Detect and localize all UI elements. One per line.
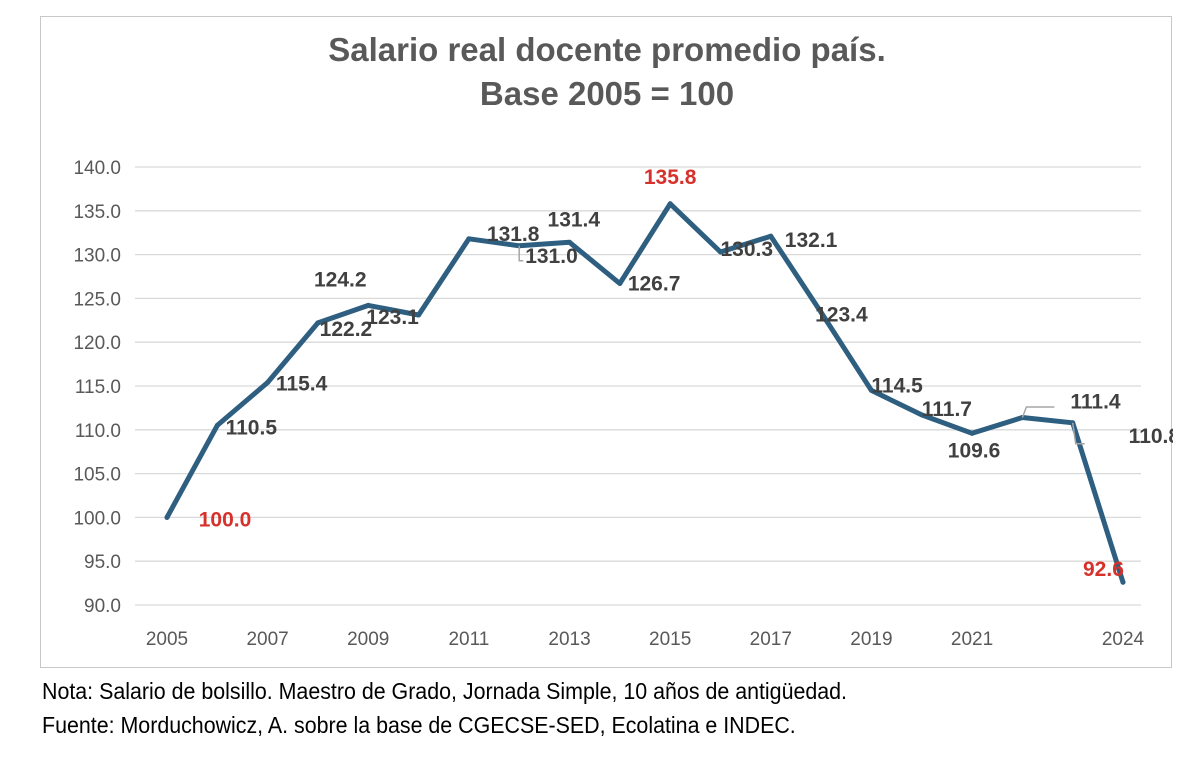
data-label: 100.0 bbox=[199, 508, 252, 531]
x-tick-label: 2005 bbox=[146, 629, 188, 650]
y-tick-label: 95.0 bbox=[84, 552, 121, 573]
x-tick-label: 2009 bbox=[347, 629, 389, 650]
data-label: 110.5 bbox=[226, 416, 278, 439]
data-label: 115.4 bbox=[276, 372, 328, 395]
data-point bbox=[265, 379, 271, 385]
label-leader-line bbox=[1071, 422, 1085, 445]
x-tick-label: 2024 bbox=[1102, 629, 1145, 650]
chart-frame: Salario real docente promedio país. Base… bbox=[40, 16, 1173, 668]
y-tick-label: 120.0 bbox=[73, 333, 121, 354]
data-point bbox=[617, 281, 623, 287]
data-point bbox=[667, 201, 673, 207]
data-point bbox=[567, 239, 573, 245]
data-label: 114.5 bbox=[871, 374, 923, 397]
y-tick-label: 140.0 bbox=[73, 158, 121, 179]
y-tick-label: 105.0 bbox=[73, 465, 121, 486]
y-tick-label: 100.0 bbox=[73, 508, 121, 529]
chart-title-line-1: Salario real docente promedio país. bbox=[328, 31, 886, 68]
data-label: 130.3 bbox=[720, 238, 773, 261]
data-point bbox=[717, 249, 723, 255]
data-label: 124.2 bbox=[314, 268, 367, 291]
data-label: 110.8 bbox=[1129, 425, 1173, 448]
x-tick-label: 2013 bbox=[548, 629, 590, 650]
data-label: 122.2 bbox=[320, 318, 373, 341]
y-tick-label: 110.0 bbox=[75, 421, 121, 442]
x-tick-label: 2017 bbox=[750, 629, 792, 650]
data-label: 131.4 bbox=[548, 208, 601, 231]
y-tick-label: 90.0 bbox=[84, 596, 121, 617]
data-label: 131.8 bbox=[487, 223, 540, 246]
data-point bbox=[214, 422, 220, 428]
data-label: 126.7 bbox=[628, 273, 681, 296]
series-line bbox=[164, 201, 1126, 585]
data-label: 123.1 bbox=[366, 306, 419, 329]
data-point bbox=[768, 233, 774, 239]
chart-title-line-2: Base 2005 = 100 bbox=[480, 75, 734, 112]
data-label: 92.6 bbox=[1083, 558, 1124, 581]
data-point bbox=[365, 302, 371, 308]
x-tick-label: 2019 bbox=[850, 629, 892, 650]
label-leader-line bbox=[518, 245, 524, 262]
y-tick-label: 125.0 bbox=[73, 289, 121, 310]
data-point bbox=[868, 387, 874, 393]
x-tick-label: 2015 bbox=[649, 629, 691, 650]
y-tick-label: 130.0 bbox=[73, 246, 121, 267]
label-leader-line bbox=[1021, 406, 1055, 418]
x-tick-label: 2021 bbox=[951, 629, 993, 650]
data-point bbox=[315, 320, 321, 326]
data-point bbox=[1070, 420, 1076, 426]
data-point bbox=[466, 236, 472, 242]
data-point bbox=[969, 430, 975, 436]
data-label: 132.1 bbox=[785, 229, 838, 252]
y-tick-label: 135.0 bbox=[73, 202, 121, 223]
data-point bbox=[818, 309, 824, 315]
data-label: 111.7 bbox=[922, 398, 972, 421]
x-tick-label: 2007 bbox=[246, 629, 288, 650]
data-label: 111.4 bbox=[1070, 391, 1121, 414]
data-label: 131.0 bbox=[525, 245, 578, 268]
data-point bbox=[416, 312, 422, 318]
data-point bbox=[164, 514, 170, 520]
x-tick-label: 2011 bbox=[448, 629, 489, 650]
data-point bbox=[919, 412, 925, 418]
data-label: 123.4 bbox=[815, 303, 868, 326]
y-tick-label: 115.0 bbox=[75, 377, 121, 398]
chart-note: Nota: Salario de bolsillo. Maestro de Gr… bbox=[42, 678, 848, 704]
data-label: 135.8 bbox=[644, 166, 697, 189]
chart-source: Fuente: Morduchowicz, A. sobre la base d… bbox=[42, 712, 796, 738]
data-label: 109.6 bbox=[948, 439, 1001, 462]
line-chart: Salario real docente promedio país. Base… bbox=[73, 31, 1173, 650]
data-point bbox=[1120, 579, 1126, 585]
